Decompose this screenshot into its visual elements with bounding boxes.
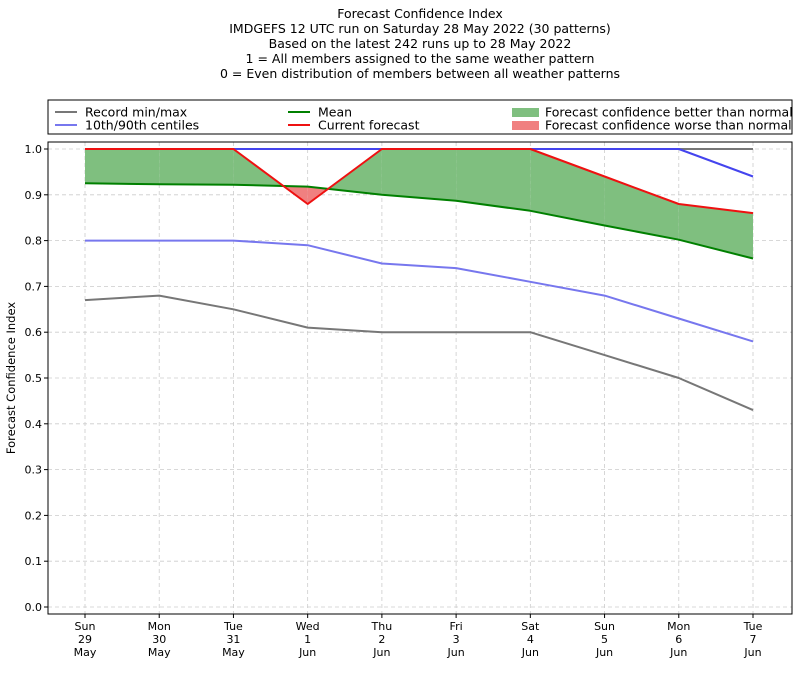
chart-title: Forecast Confidence Index IMDGEFS 12 UTC… — [220, 6, 620, 81]
fill-better-than-normal — [678, 204, 753, 259]
y-tick-label: 0.5 — [25, 372, 43, 385]
x-tick-label: May — [222, 646, 245, 659]
x-tick-label: 1 — [304, 633, 311, 646]
x-tick-label: Jun — [595, 646, 613, 659]
x-tick-label: 30 — [152, 633, 166, 646]
y-tick-label: 0.2 — [25, 509, 43, 522]
fill-better-than-normal — [530, 149, 605, 226]
title-line-5: 0 = Even distribution of members between… — [220, 66, 620, 81]
fill-better-than-normal — [381, 149, 457, 201]
title-line-2: IMDGEFS 12 UTC run on Saturday 28 May 20… — [229, 21, 611, 36]
y-tick-label: 0.1 — [25, 555, 43, 568]
fill-better-than-normal — [159, 149, 234, 185]
y-axis-label: Forecast Confidence Index — [4, 302, 18, 454]
x-tick-label: Jun — [372, 646, 390, 659]
x-tick-label: 3 — [453, 633, 460, 646]
x-tick-label: Mon — [667, 620, 690, 633]
legend-label: Current forecast — [318, 118, 420, 133]
x-tick-label: 31 — [226, 633, 240, 646]
x-tick-label: 2 — [378, 633, 385, 646]
legend-swatch — [512, 108, 539, 117]
confidence-fills — [85, 149, 753, 259]
series-line-record-min — [84, 294, 754, 412]
x-tick-label: Sun — [75, 620, 96, 633]
x-tick-label: 29 — [78, 633, 92, 646]
series-line-p10 — [85, 239, 754, 343]
x-tick-label: Tue — [223, 620, 243, 633]
x-tick-label: Thu — [371, 620, 393, 633]
legend-label: Forecast confidence worse than normal — [545, 118, 792, 133]
title-line-4: 1 = All members assigned to the same wea… — [246, 51, 595, 66]
fill-better-than-normal — [328, 149, 382, 195]
x-tick-label: Wed — [296, 620, 320, 633]
fill-better-than-normal — [85, 149, 160, 185]
x-tick-label: Jun — [521, 646, 539, 659]
x-tick-label: Jun — [298, 646, 316, 659]
plot-area: 0.00.10.20.30.40.50.60.70.80.91.0 Sun29M… — [25, 141, 793, 659]
legend-label: 10th/90th centiles — [85, 118, 199, 133]
x-tick-label: Jun — [743, 646, 761, 659]
legend-label: Forecast confidence better than normal — [545, 105, 793, 120]
y-axis-ticks: 0.0 0.1 0.2 0.3 0.4 0.5 0.6 0.7 0.8 0.9 1.0 — [25, 143, 48, 614]
y-tick-label: 0.8 — [25, 235, 43, 248]
x-tick-label: Fri — [450, 620, 463, 633]
x-tick-label: 6 — [675, 633, 682, 646]
x-tick-label: Sun — [594, 620, 615, 633]
series-line-current — [85, 148, 754, 215]
x-tick-label: May — [74, 646, 97, 659]
x-tick-label: 4 — [527, 633, 534, 646]
y-tick-label: 0.0 — [25, 601, 43, 614]
x-tick-label: Jun — [447, 646, 465, 659]
x-axis-ticks: Sun29MayMon30MayTue31MayWed1JunThu2JunFr… — [74, 614, 763, 659]
x-tick-label: Sat — [521, 620, 540, 633]
y-tick-label: 1.0 — [25, 143, 43, 156]
legend-label: Record min/max — [85, 105, 187, 120]
legend-swatch — [512, 121, 539, 130]
y-tick-label: 0.3 — [25, 464, 43, 477]
grid — [48, 142, 792, 614]
x-tick-label: Tue — [743, 620, 763, 633]
fill-better-than-normal — [604, 176, 679, 240]
y-tick-label: 0.6 — [25, 326, 43, 339]
legend-label: Mean — [318, 105, 352, 120]
x-tick-label: 7 — [750, 633, 757, 646]
title-line-1: Forecast Confidence Index — [337, 6, 503, 21]
y-tick-label: 0.4 — [25, 418, 43, 431]
x-tick-label: 5 — [601, 633, 608, 646]
series-line-mean — [84, 182, 754, 260]
legend-frame — [47, 99, 793, 135]
x-tick-label: Mon — [148, 620, 171, 633]
x-tick-label: May — [148, 646, 171, 659]
fill-better-than-normal — [456, 149, 531, 211]
y-tick-label: 0.9 — [25, 189, 43, 202]
series-lines — [84, 148, 754, 412]
x-tick-label: Jun — [669, 646, 687, 659]
title-line-3: Based on the latest 242 runs up to 28 Ma… — [269, 36, 572, 51]
y-tick-label: 0.7 — [25, 280, 43, 293]
